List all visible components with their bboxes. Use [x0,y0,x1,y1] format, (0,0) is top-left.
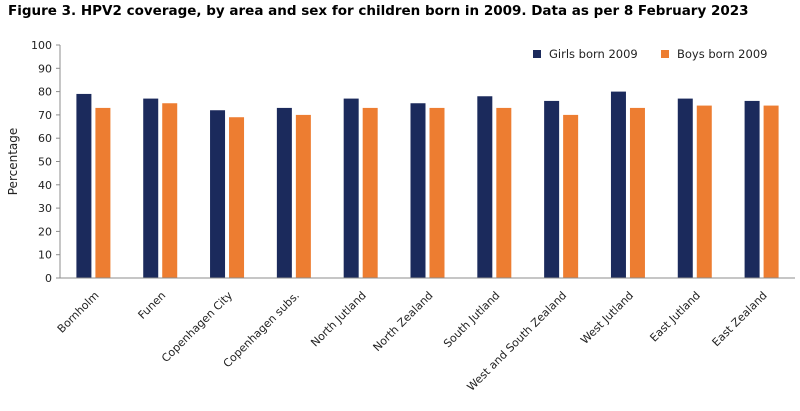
bar-girls [677,98,693,278]
bar-boys [429,107,445,278]
y-tick-label: 0 [45,272,52,285]
x-tick-label: Funen [136,289,169,322]
legend: Girls born 2009 Boys born 2009 [533,47,767,61]
bar-boys [496,107,512,278]
y-tick-label: 50 [38,156,52,169]
x-tick-label: Copenhagen subs. [221,289,302,370]
bar-boys [696,105,712,278]
y-tick-label: 20 [38,225,52,238]
y-tick-label: 80 [38,86,52,99]
bar-girls [143,98,159,278]
y-tick-label: 10 [38,249,52,262]
x-tick-label: Copenhagen City [159,289,235,365]
bars [76,91,779,279]
chart-title: Figure 3. HPV2 coverage, by area and sex… [8,3,749,19]
x-tick-label: North Jutland [308,289,368,349]
y-axis: 0 10 20 30 40 50 60 70 80 90 100 [31,39,61,285]
bar-girls [410,103,426,278]
legend-label-boys: Boys born 2009 [677,47,767,61]
bar-girls [210,110,226,279]
x-tick-label: East Jutland [647,289,703,345]
bar-boys [629,107,645,278]
y-tick-label: 30 [38,202,52,215]
x-tick-label: Bornholm [55,289,102,336]
x-tick-label: West Jutland [578,289,636,347]
bar-girls [744,100,760,278]
y-tick-label: 100 [31,39,52,52]
x-tick-label: North Zealand [371,289,436,354]
x-tick-label: South Jutland [441,289,502,350]
legend-swatch-girls [533,50,541,58]
y-tick-label: 90 [38,62,52,75]
bar-boys [362,107,378,278]
bar-boys [95,107,111,278]
bar-boys [295,114,311,279]
bar-boys [563,114,579,279]
bar-girls [76,93,92,279]
legend-swatch-boys [661,50,669,58]
y-axis-label: Percentage [6,128,20,196]
bar-girls [610,91,626,278]
legend-label-girls: Girls born 2009 [549,47,638,61]
bar-boys [162,103,178,278]
x-tick-label: East Zealand [710,289,770,349]
y-tick-label: 40 [38,179,52,192]
bar-girls [276,107,292,278]
bar-boys [763,105,779,278]
bar-girls [343,98,359,278]
y-tick-label: 60 [38,132,52,145]
y-tick-label: 70 [38,109,52,122]
bar-girls [544,100,560,278]
bar-boys [229,117,245,278]
bar-girls [477,96,493,278]
